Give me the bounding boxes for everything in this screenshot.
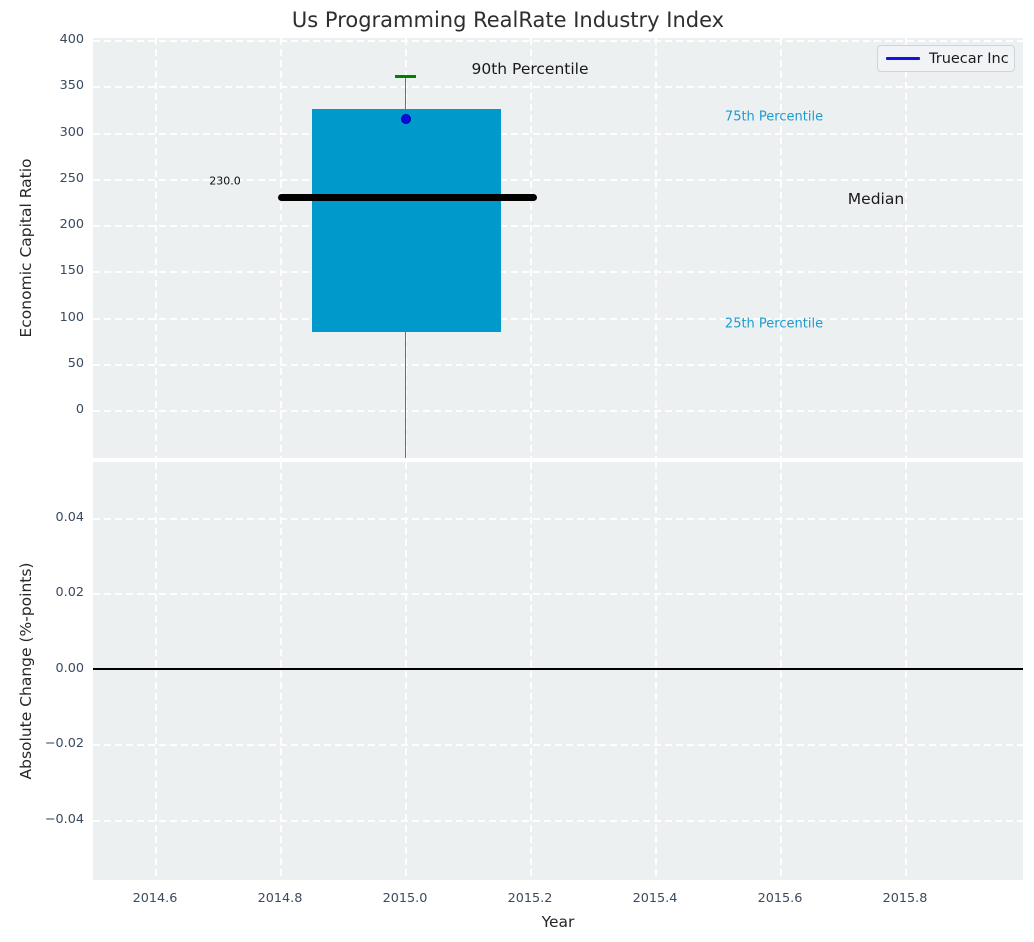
gridline-horizontal xyxy=(93,410,1023,412)
gridline-vertical xyxy=(405,462,407,880)
ytick-label: 150 xyxy=(59,263,84,278)
gridline-vertical xyxy=(655,462,657,880)
gridline-vertical xyxy=(155,462,157,880)
chart-title: Us Programming RealRate Industry Index xyxy=(291,8,725,32)
ytick-label: 0.00 xyxy=(55,661,85,676)
ytick-label: 0 xyxy=(75,402,84,417)
legend: Truecar Inc xyxy=(877,45,1015,72)
top-plot-area: 90th Percentile 75th Percentile Median 2… xyxy=(93,38,1023,458)
gridline-vertical xyxy=(780,38,782,458)
p25-annotation: 25th Percentile xyxy=(724,316,824,332)
ytick-label: 50 xyxy=(67,356,84,371)
bottom-y-axis-label: Absolute Change (%-points) xyxy=(17,562,35,780)
gridline-horizontal xyxy=(93,744,1023,746)
gridline-horizontal xyxy=(93,318,1023,320)
gridline-vertical xyxy=(280,38,282,458)
ytick-label: 250 xyxy=(59,171,84,186)
gridline-horizontal xyxy=(93,179,1023,181)
ytick-label: 300 xyxy=(59,125,84,140)
gridline-vertical xyxy=(530,38,532,458)
ytick-label: 350 xyxy=(59,78,84,93)
median-value-label: 230.0 xyxy=(209,174,241,188)
xtick-label: 2015.0 xyxy=(382,891,428,906)
xtick-label: 2015.2 xyxy=(507,891,553,906)
gridline-horizontal xyxy=(93,40,1023,42)
xtick-label: 2015.4 xyxy=(632,891,678,906)
gridline-horizontal xyxy=(93,364,1023,366)
gridline-vertical xyxy=(905,38,907,458)
legend-label: Truecar Inc xyxy=(929,50,1009,67)
gridline-vertical xyxy=(530,462,532,880)
xtick-label: 2014.6 xyxy=(132,891,178,906)
whisker-line xyxy=(404,77,407,458)
gridline-horizontal xyxy=(93,133,1023,135)
p90-annotation: 90th Percentile xyxy=(471,60,589,78)
truecar-data-point xyxy=(401,114,411,124)
ytick-label: 0.04 xyxy=(55,510,85,525)
gridline-horizontal xyxy=(93,820,1023,822)
ytick-label: 100 xyxy=(59,310,84,325)
ytick-label: 400 xyxy=(59,32,84,47)
xtick-label: 2014.8 xyxy=(257,891,303,906)
top-y-axis-label: Economic Capital Ratio xyxy=(17,158,35,338)
gridline-horizontal xyxy=(93,225,1023,227)
xtick-label: 2015.8 xyxy=(882,891,928,906)
gridline-horizontal xyxy=(93,518,1023,520)
ytick-label: 0.02 xyxy=(55,585,85,600)
x-axis-label: Year xyxy=(541,913,575,931)
p75-annotation: 75th Percentile xyxy=(724,109,824,125)
gridline-horizontal xyxy=(93,593,1023,595)
gridline-vertical xyxy=(905,462,907,880)
median-line xyxy=(278,194,537,201)
zero-reference-line xyxy=(93,668,1023,670)
gridline-vertical xyxy=(280,462,282,880)
xtick-label: 2015.6 xyxy=(757,891,803,906)
gridline-vertical xyxy=(780,462,782,880)
percentile-box xyxy=(312,109,501,332)
median-annotation: Median xyxy=(847,190,905,208)
legend-line-swatch xyxy=(886,57,920,60)
gridline-vertical xyxy=(155,38,157,458)
gridline-vertical xyxy=(655,38,657,458)
bottom-plot-area xyxy=(93,462,1023,880)
ytick-label: −0.04 xyxy=(44,812,84,827)
ytick-label: −0.02 xyxy=(44,736,84,751)
gridline-horizontal xyxy=(93,86,1023,88)
ytick-label: 200 xyxy=(59,217,84,232)
gridline-horizontal xyxy=(93,271,1023,273)
p90-cap xyxy=(395,75,416,79)
